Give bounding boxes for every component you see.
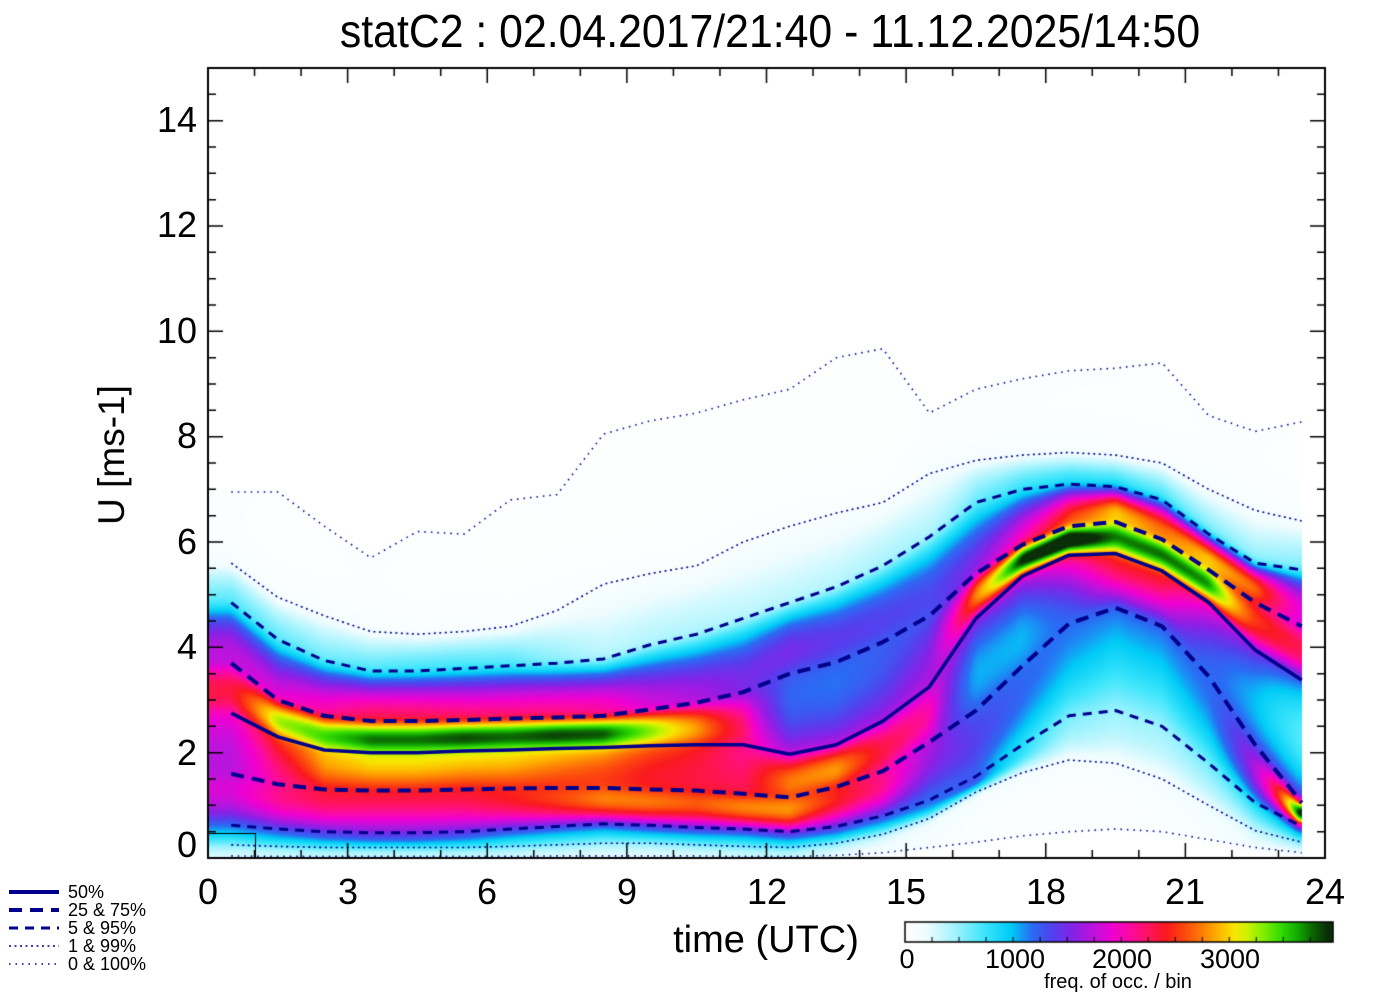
dotted-line-icon <box>9 945 59 947</box>
y-axis-label: U [ms-1] <box>91 385 132 525</box>
x-tick-label: 15 <box>885 871 927 912</box>
dashed-line-icon <box>9 926 59 930</box>
legend-row-5-95: 5 & 95% <box>8 919 136 937</box>
y-tick-label: 4 <box>176 626 197 667</box>
x-tick-label: 12 <box>746 871 788 912</box>
x-tick-label: 18 <box>1025 871 1067 912</box>
x-tick-label: 3 <box>337 871 359 912</box>
y-tick-label: 0 <box>176 824 197 865</box>
legend-label: 25 & 75% <box>68 900 147 920</box>
solid-line-icon <box>9 890 59 894</box>
chart-title: statC2 : 02.04.2017/21:40 - 11.12.2025/1… <box>339 5 1201 57</box>
legend-label: 5 & 95% <box>68 918 137 938</box>
dotted-line-icon <box>9 963 59 965</box>
colorbar-tick-label: 0 <box>899 944 915 974</box>
colorbar-tick-label: 1000 <box>984 944 1046 974</box>
colorbar-tick-label: 2000 <box>1091 944 1153 974</box>
y-tick-label: 14 <box>156 99 197 140</box>
colorbar-caption: freq. of occ. / bin <box>1044 971 1192 992</box>
y-tick-label: 8 <box>176 415 197 456</box>
x-tick-label: 24 <box>1304 871 1346 912</box>
legend-label: 1 & 99% <box>68 936 137 956</box>
y-tick-label: 10 <box>156 310 197 351</box>
legend-row-0-100: 0 & 100% <box>8 955 146 973</box>
legend-label: 50% <box>68 882 105 902</box>
x-tick-label: 0 <box>197 871 219 912</box>
x-tick-label: 6 <box>476 871 498 912</box>
x-tick-label: 21 <box>1164 871 1206 912</box>
dashed-line-icon <box>9 908 59 912</box>
x-axis-label: time (UTC) <box>673 919 859 961</box>
legend-row-1-99: 1 & 99% <box>8 937 136 955</box>
legend-row-50: 50% <box>8 883 104 901</box>
y-tick-label: 6 <box>176 521 197 562</box>
y-tick-label: 12 <box>156 204 197 245</box>
y-tick-label: 2 <box>176 732 197 773</box>
colorbar-tick-label: 3000 <box>1199 944 1261 974</box>
legend-label: 0 & 100% <box>68 954 147 974</box>
legend-row-25-75: 25 & 75% <box>8 901 146 919</box>
x-tick-label: 9 <box>616 871 638 912</box>
